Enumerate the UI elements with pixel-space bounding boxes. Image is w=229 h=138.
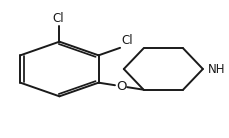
- Text: O: O: [115, 80, 126, 93]
- Text: Cl: Cl: [121, 34, 132, 47]
- Text: NH: NH: [207, 63, 224, 75]
- Text: Cl: Cl: [52, 12, 64, 25]
